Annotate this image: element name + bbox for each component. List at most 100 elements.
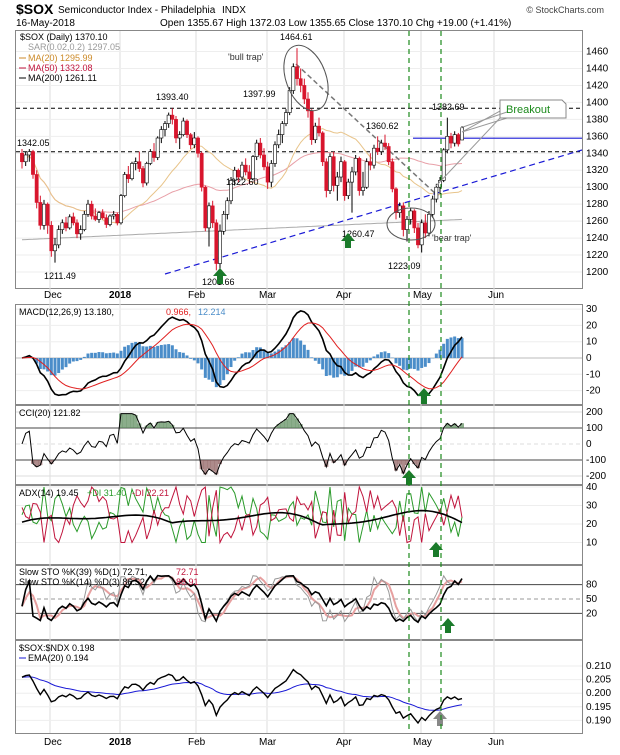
candle-body <box>112 214 115 216</box>
annotation-1397: 1397.99 <box>243 89 276 99</box>
price-y-tick-label: 1460 <box>586 47 609 58</box>
candle-body <box>358 158 361 190</box>
adx-legend-pdi: +DI 31.40 <box>87 488 126 498</box>
candle-body <box>174 119 177 138</box>
legend-ma20: MA(20) 1295.99 <box>28 53 93 63</box>
price-y-tick-label: 1220 <box>586 250 609 261</box>
cci-y-tick-label: -100 <box>586 455 606 466</box>
macd-panel-frame <box>16 305 583 405</box>
cci-overbought-fill <box>126 414 130 428</box>
x-tick-label: May <box>413 290 432 301</box>
sto-legend-1: Slow STO %K(39) %D(1) 72.71, <box>19 567 147 577</box>
ratio-legend-2: EMA(20) 0.194 <box>28 653 89 663</box>
macd-hist-bar <box>241 354 244 358</box>
macd-hist-bar <box>365 358 368 363</box>
cci-overbought-fill <box>163 422 167 428</box>
candle-body <box>123 174 126 195</box>
candle-body <box>270 163 273 182</box>
macd-hist-bar <box>182 353 185 358</box>
candle-body <box>391 162 394 189</box>
candle-body <box>405 219 408 229</box>
ratio-y-tick-label: 0.205 <box>586 675 611 686</box>
candle-body <box>237 170 240 177</box>
macd-hist-bar <box>461 338 464 358</box>
macd-y-tick-label: -10 <box>586 369 601 380</box>
candle-body <box>354 158 357 172</box>
candle-body <box>35 174 38 202</box>
macd-hist-bar <box>384 351 387 358</box>
macd-hist-bar <box>200 358 203 369</box>
candle-body <box>240 165 243 177</box>
macd-legend-text: MACD(12,26,9) 13.180, <box>19 307 114 317</box>
cci-panel-frame <box>16 406 583 485</box>
macd-hist-bar <box>248 352 251 358</box>
macd-hist-bar <box>189 358 192 359</box>
cci-overbought-fill <box>130 414 134 428</box>
candle-body <box>299 79 302 86</box>
macd-hist-bar <box>153 347 156 358</box>
price-y-tick-label: 1320 <box>586 165 609 176</box>
candle-body <box>310 111 313 140</box>
ratio-arrow-up-icon <box>433 711 447 726</box>
candle-body <box>365 162 368 187</box>
candle-body <box>196 138 199 153</box>
macd-hist-bar <box>318 358 321 364</box>
candle-body <box>372 148 375 165</box>
candle-body <box>50 225 53 250</box>
sto-arrow-up-icon <box>441 618 455 633</box>
bull-trap-label: 'bull trap' <box>228 52 264 62</box>
x-tick-label: Apr <box>336 290 352 301</box>
macd-hist-bar <box>413 358 416 369</box>
candle-body <box>226 201 229 215</box>
macd-legend-hist: 12.214 <box>198 307 226 317</box>
adx-y-tick-label: 20 <box>586 519 598 530</box>
candle-body <box>343 162 346 196</box>
candle-body <box>127 174 130 178</box>
candle-body <box>416 228 419 245</box>
candle-body <box>53 245 56 251</box>
candle-body <box>160 130 163 138</box>
candle-body <box>101 213 104 218</box>
sto-y-tick-label: 50 <box>586 594 598 605</box>
adx-y-tick-label: 10 <box>586 538 598 549</box>
candle-body <box>317 126 320 133</box>
macd-hist-bar <box>233 358 236 361</box>
macd-hist-bar <box>167 344 170 358</box>
candle-body <box>328 157 331 191</box>
macd-hist-bar <box>321 358 324 369</box>
candle-body <box>39 202 42 225</box>
candle-body <box>303 85 306 99</box>
candle-body <box>295 67 298 79</box>
candle-body <box>435 187 438 199</box>
macd-hist-bar <box>230 358 233 367</box>
candle-body <box>218 231 221 263</box>
candle-body <box>86 204 89 214</box>
ohlc-readout: Open 1355.67 High 1372.03 Low 1355.65 Cl… <box>160 18 511 29</box>
watermark: © StockCharts.com <box>526 5 604 15</box>
candle-body <box>94 216 97 219</box>
macd-y-tick-label: -20 <box>586 386 601 397</box>
candle-body <box>105 218 108 225</box>
candle-body <box>57 230 60 245</box>
annotation-1382: 1382.69 <box>432 102 465 112</box>
cci-y-tick-label: 0 <box>586 439 592 450</box>
annotation-1211: 1211.49 <box>44 271 76 281</box>
cci-overbought-fill <box>123 414 127 428</box>
price-y-tick-label: 1440 <box>586 63 609 74</box>
macd-hist-bar <box>296 338 299 358</box>
macd-y-tick-label: 0 <box>586 353 592 364</box>
chart-date: 16-May-2018 <box>16 18 75 29</box>
ratio-y-tick-label: 0.200 <box>586 688 611 699</box>
macd-hist-bar <box>116 353 119 358</box>
macd-hist-bar <box>325 358 328 376</box>
macd-hist-bar <box>138 343 141 358</box>
candle-body <box>339 162 342 177</box>
candle-body <box>222 214 225 231</box>
candle-body <box>244 165 247 172</box>
candle-body <box>266 167 269 182</box>
macd-legend: MACD(12,26,9) 13.180, 0.966, 12.214 <box>19 307 226 317</box>
macd-hist-bar <box>57 358 60 373</box>
macd-hist-bar <box>417 358 420 371</box>
candle-body <box>292 67 295 91</box>
macd-hist-bar <box>72 358 75 362</box>
